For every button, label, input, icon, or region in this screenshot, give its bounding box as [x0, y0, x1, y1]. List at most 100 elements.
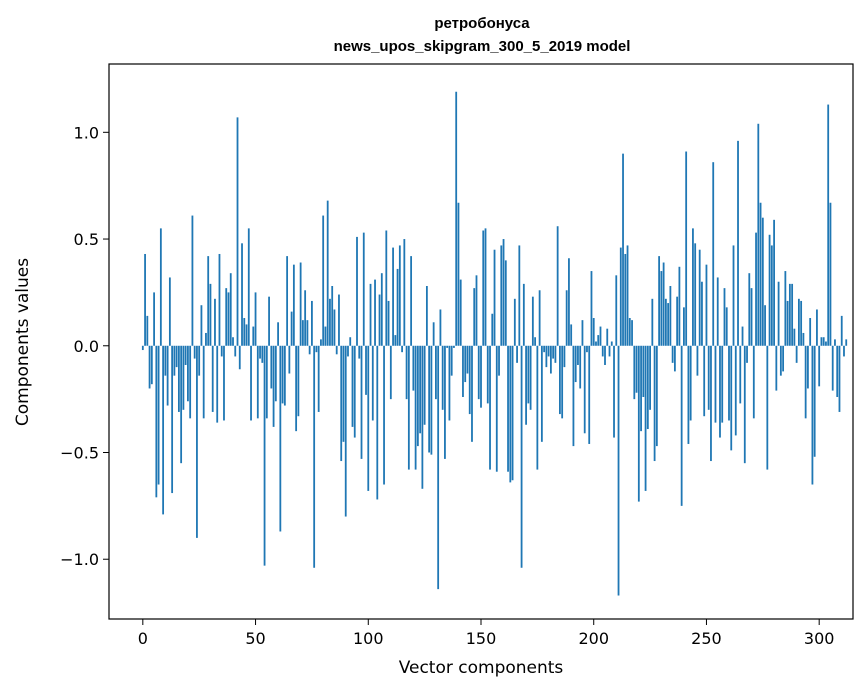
bar-88	[340, 345, 343, 462]
bar-130	[435, 345, 437, 400]
bar-118	[407, 345, 410, 470]
bar-123	[419, 345, 422, 434]
bar-52	[259, 345, 261, 359]
bar-203	[599, 326, 602, 346]
x-axis-ticks: 0 50 100 150 200 250 300	[138, 619, 834, 648]
bar-214	[624, 253, 627, 346]
bar-179	[545, 345, 548, 368]
bar-60	[277, 322, 279, 346]
bar-260	[728, 345, 730, 421]
bar-173	[531, 296, 534, 346]
bar-144	[466, 345, 469, 374]
bar-185	[559, 345, 561, 415]
bar-158	[498, 345, 500, 376]
bar-257	[721, 345, 724, 423]
bar-293	[802, 332, 805, 346]
bar-170	[525, 345, 527, 425]
bar-239	[680, 345, 683, 506]
bar-217	[631, 320, 633, 346]
bar-268	[746, 345, 748, 363]
bar-148	[475, 275, 478, 346]
bar-124	[421, 345, 424, 489]
bar-112	[394, 335, 397, 346]
bar-34	[218, 253, 221, 346]
bar-128	[430, 345, 433, 455]
x-axis-label: Vector components	[399, 658, 564, 678]
bar-95	[356, 236, 358, 346]
bar-109	[387, 300, 390, 346]
bar-274	[759, 202, 762, 346]
bar-72	[304, 290, 307, 346]
bar-91	[347, 345, 349, 357]
bar-1	[144, 253, 146, 346]
bar-4	[150, 345, 153, 385]
bar-161	[504, 260, 507, 346]
bar-134	[444, 345, 446, 459]
bar-14	[173, 345, 176, 376]
bar-78	[317, 345, 320, 412]
bar-213	[622, 153, 624, 346]
bar-27	[202, 345, 205, 419]
bar-261	[730, 345, 733, 451]
bar-159	[500, 245, 503, 346]
bar-183	[554, 345, 557, 363]
bar-251	[707, 345, 710, 410]
bar-98	[362, 232, 365, 346]
bar-197	[586, 345, 588, 353]
bar-308	[836, 345, 839, 397]
bar-37	[225, 288, 228, 346]
bar-297	[811, 345, 814, 485]
bar-113	[396, 268, 399, 346]
bar-68	[295, 345, 298, 432]
y-tick-label: 0.5	[74, 230, 99, 249]
bar-258	[723, 288, 726, 346]
bar-92	[349, 337, 352, 346]
bar-46	[245, 324, 248, 346]
bar-192	[574, 345, 577, 383]
bar-181	[549, 345, 552, 374]
bar-267	[743, 345, 746, 464]
bar-306	[831, 345, 834, 391]
bar-237	[676, 296, 679, 346]
bar-307	[834, 339, 836, 346]
bar-139	[455, 91, 458, 346]
bar-86	[335, 345, 338, 355]
bar-198	[588, 345, 591, 444]
bar-104	[376, 345, 379, 500]
bar-291	[797, 298, 800, 346]
bar-3	[148, 345, 151, 389]
bar-279	[770, 245, 773, 346]
plot-frame	[108, 63, 854, 620]
bar-175	[536, 345, 539, 470]
bar-156	[493, 249, 496, 346]
bar-165	[513, 298, 516, 346]
bar-278	[768, 234, 771, 346]
bar-61	[279, 345, 282, 532]
bar-129	[432, 322, 435, 346]
bar-169	[522, 283, 525, 346]
bar-222	[642, 345, 645, 397]
x-tick-label: 200	[578, 629, 609, 648]
bar-271	[752, 345, 755, 419]
bar-189	[568, 258, 570, 346]
bar-106	[380, 273, 383, 346]
bar-70	[299, 262, 302, 346]
bar-194	[579, 345, 582, 389]
bar-126	[425, 286, 428, 346]
bar-259	[725, 307, 728, 346]
bar-40	[232, 337, 234, 346]
bar-25	[198, 345, 201, 376]
bar-74	[308, 345, 311, 355]
bar-20	[187, 345, 189, 402]
bar-54	[263, 345, 266, 566]
bar-57	[270, 345, 273, 389]
bar-310	[840, 315, 843, 346]
bar-103	[374, 279, 376, 346]
bar-164	[511, 345, 514, 481]
bar-67	[292, 264, 295, 346]
bar-294	[804, 345, 807, 419]
bar-102	[371, 345, 374, 421]
bar-47	[247, 228, 250, 346]
y-tick-label: −1.0	[60, 550, 99, 569]
y-axis-label: Components values	[13, 258, 33, 426]
